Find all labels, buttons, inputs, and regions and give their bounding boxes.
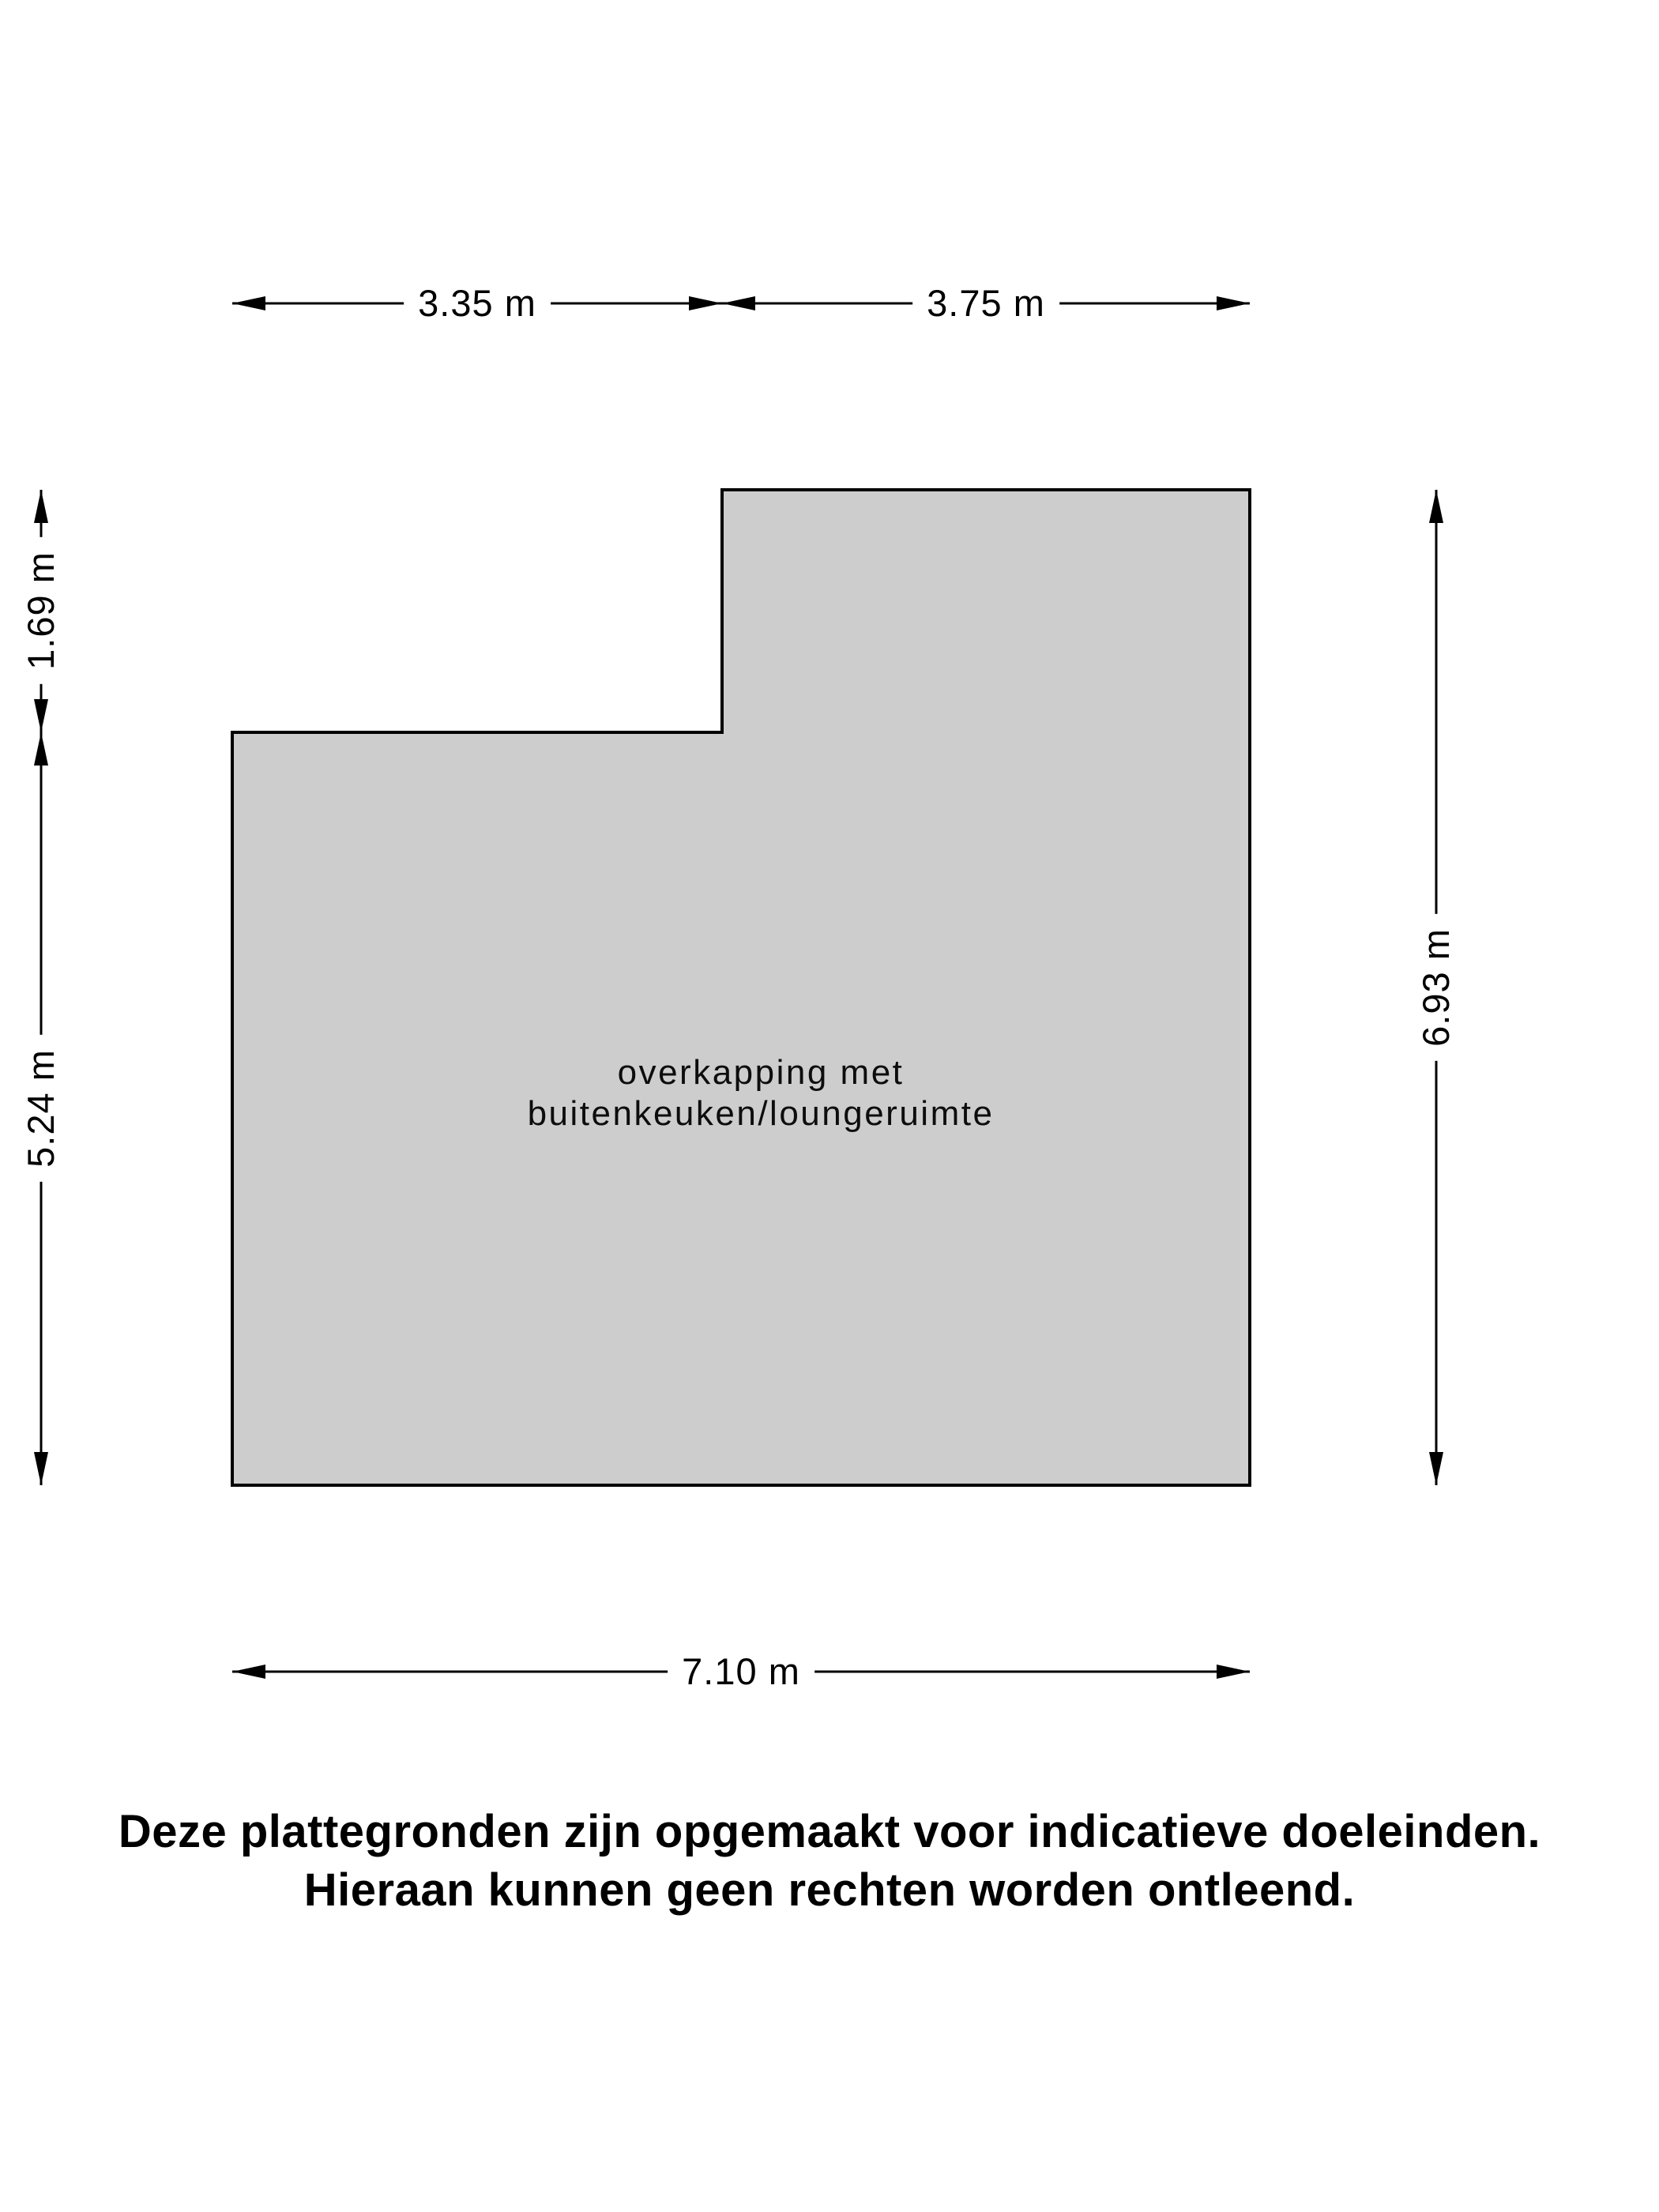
room-label-line1: overkapping met — [617, 1053, 905, 1092]
disclaimer-line1: Deze plattegronden zijn opgemaakt voor i… — [118, 1806, 1541, 1857]
disclaimer: Deze plattegronden zijn opgemaakt voor i… — [0, 1803, 1659, 1920]
dimension-label-bottom: 7.10 m — [668, 1649, 814, 1695]
dimension-label-top-left: 3.35 m — [404, 280, 551, 326]
dimension-label-left-upper: 1.69 m — [18, 537, 64, 684]
room-label: overkapping met buitenkeuken/loungeruimt… — [528, 1052, 995, 1134]
room-outline — [231, 488, 1251, 1487]
dimension-label-top-right: 3.75 m — [912, 280, 1059, 326]
dimension-label-right: 6.93 m — [1413, 914, 1459, 1061]
dimension-label-left-lower: 5.24 m — [18, 1035, 64, 1182]
room-label-line2: buitenkeuken/loungeruimte — [527, 1094, 995, 1133]
disclaimer-line2: Hieraan kunnen geen rechten worden ontle… — [303, 1864, 1356, 1916]
